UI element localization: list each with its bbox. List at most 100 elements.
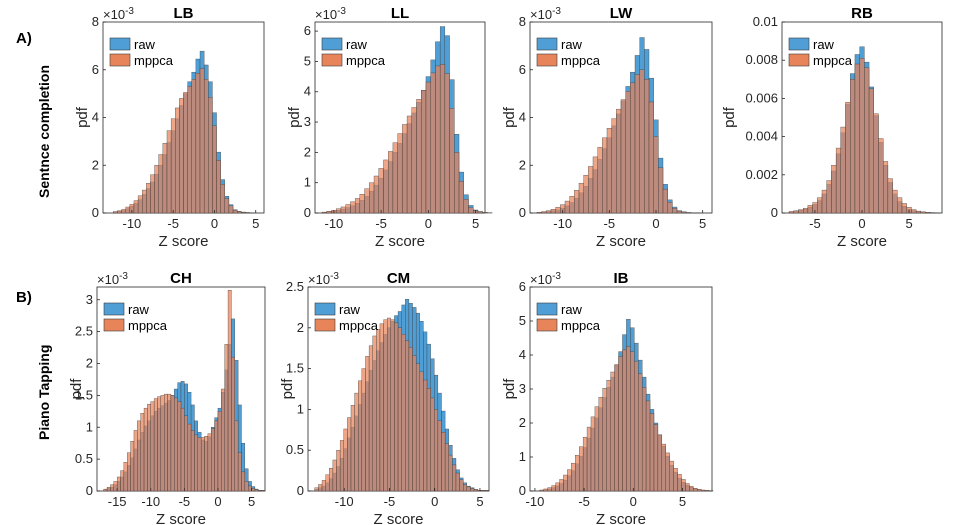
x-tick-label: 5 — [472, 216, 479, 231]
axis-multiplier-exponent: -3 — [330, 271, 339, 282]
legend-swatch-mppca — [321, 53, 343, 67]
bar-mppca — [911, 209, 917, 214]
bar-mppca — [459, 479, 464, 492]
bar-mppca — [644, 79, 650, 214]
bar-mppca — [693, 488, 698, 492]
bar-mppca — [184, 415, 188, 492]
bar-mppca — [236, 211, 242, 214]
y-tick-label: 0.004 — [745, 129, 778, 144]
y-tick-label: 0.5 — [75, 451, 93, 466]
bars — [314, 299, 489, 492]
panel-title: LW — [610, 5, 633, 22]
bar-mppca — [579, 446, 584, 492]
bar-mppca — [221, 388, 225, 492]
bar-mppca — [354, 392, 359, 492]
bar-mppca — [147, 404, 151, 492]
bar-mppca — [676, 210, 682, 214]
bar-mppca — [325, 474, 330, 492]
y-axis-label: pdf — [721, 106, 738, 128]
bars — [321, 26, 493, 214]
bar-mppca — [610, 371, 615, 492]
x-tick-label: 5 — [252, 216, 259, 231]
bar-mppca — [321, 480, 326, 492]
bar-mppca — [197, 437, 202, 492]
legend-swatch-mppca — [536, 318, 558, 332]
bar-mppca — [244, 481, 249, 492]
bar-mppca — [798, 209, 804, 214]
bar-mppca — [835, 147, 842, 214]
x-tick-label: -5 — [578, 494, 590, 509]
legend-label-mppca: mppca — [346, 53, 386, 68]
bar-mppca — [187, 86, 192, 214]
bar-mppca — [616, 108, 622, 214]
bar-mppca — [437, 420, 442, 492]
bar-mppca — [455, 472, 460, 492]
bar-mppca — [630, 82, 636, 214]
bar-mppca — [430, 397, 435, 492]
bar-mppca — [667, 202, 673, 214]
bar-mppca — [641, 387, 647, 492]
bar-mppca — [701, 489, 706, 492]
legend-swatch-mppca — [314, 318, 336, 332]
bar-mppca — [388, 151, 394, 214]
bar-mppca — [158, 154, 164, 214]
bar-mppca — [127, 452, 131, 492]
x-tick-label: 0 — [425, 216, 432, 231]
bars — [536, 37, 701, 214]
y-tick-label: 0 — [771, 205, 778, 220]
y-tick-label: 0.002 — [745, 167, 778, 182]
bar-mppca — [546, 210, 552, 214]
axis-multiplier: ×10-3 — [308, 271, 339, 287]
bar-mppca — [368, 345, 373, 492]
bar-mppca — [484, 490, 489, 492]
bar-mppca — [241, 471, 246, 492]
legend-label-mppca: mppca — [561, 53, 601, 68]
y-tick-label: 4 — [519, 347, 526, 362]
bar-mppca — [574, 190, 580, 214]
bar-mppca — [658, 167, 664, 214]
bar-mppca — [146, 182, 151, 214]
bar-mppca — [920, 211, 926, 214]
x-axis-label: Z score — [596, 511, 646, 525]
bar-mppca — [873, 113, 879, 214]
y-tick-label: 1 — [297, 401, 304, 416]
bar-mppca — [677, 474, 682, 492]
axis-multiplier: ×10-3 — [103, 6, 134, 22]
bar-mppca — [466, 486, 471, 492]
y-tick-label: 3 — [519, 381, 526, 396]
x-tick-label: -10 — [141, 494, 160, 509]
y-axis-label: pdf — [501, 106, 518, 128]
bar-mppca — [662, 188, 668, 214]
bar-mppca — [434, 409, 439, 492]
y-tick-label: 1 — [519, 449, 526, 464]
panel-rb: -5 0 5 0 0.002 0.004 0.006 0.008 0.01 RB Z score pd… — [721, 5, 943, 250]
bar-mppca — [387, 317, 391, 492]
y-tick-label: 4 — [92, 110, 99, 125]
x-tick-label: -5 — [375, 216, 387, 231]
bar-mppca — [164, 393, 168, 492]
bar-mppca — [470, 488, 475, 492]
bar-mppca — [153, 398, 158, 492]
bar-mppca — [625, 91, 631, 214]
bar-mppca — [653, 424, 659, 492]
bar-mppca — [421, 90, 427, 214]
bars — [103, 290, 266, 492]
bar-mppca — [373, 175, 379, 214]
bar-mppca — [463, 199, 469, 214]
bars — [788, 46, 940, 214]
bar-mppca — [116, 476, 121, 492]
bars — [539, 319, 714, 492]
panel-title: CH — [170, 270, 192, 287]
bar-mppca — [113, 481, 118, 492]
bar-mppca — [541, 211, 547, 214]
bar-mppca — [397, 327, 402, 492]
bar-mppca — [214, 420, 219, 492]
bar-mppca — [657, 434, 663, 492]
x-tick-label: 5 — [679, 494, 686, 509]
bar-mppca — [578, 182, 584, 214]
bar-mppca — [452, 464, 457, 492]
bar-mppca — [598, 396, 603, 492]
bar-mppca — [435, 65, 441, 214]
